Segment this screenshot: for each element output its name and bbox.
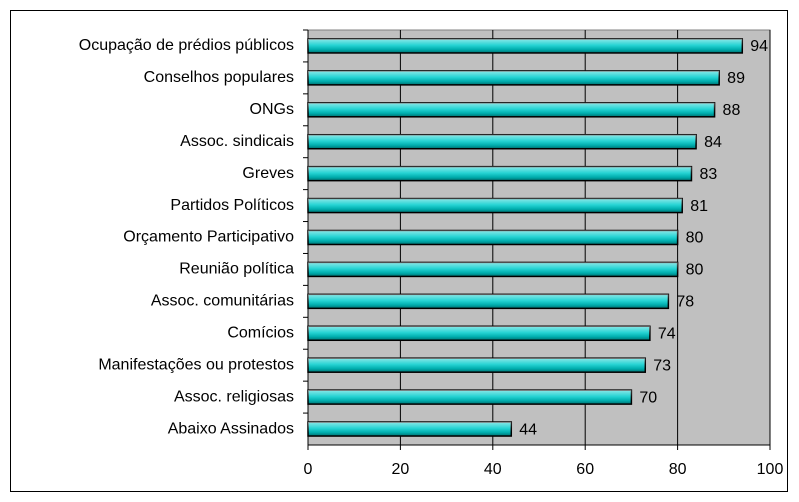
y-tick-label: Abaixo Assinados bbox=[168, 420, 294, 437]
y-tick-label: Assoc. sindicais bbox=[180, 133, 294, 150]
bar bbox=[307, 197, 683, 214]
data-label: 74 bbox=[658, 325, 676, 342]
bar bbox=[307, 70, 720, 86]
x-tick-label: 20 bbox=[392, 461, 410, 478]
bar bbox=[307, 325, 651, 342]
data-label: 78 bbox=[676, 294, 694, 311]
data-label: 94 bbox=[750, 38, 768, 55]
y-tick-label: Manifestações ou protestos bbox=[98, 356, 294, 373]
data-label: 44 bbox=[519, 421, 537, 438]
data-label: 89 bbox=[727, 70, 745, 87]
x-tick-label: 0 bbox=[304, 461, 313, 478]
y-tick-label: Comícios bbox=[227, 324, 294, 341]
x-tick-label: 40 bbox=[484, 461, 502, 478]
bar bbox=[307, 229, 679, 246]
data-label: 80 bbox=[686, 230, 704, 247]
y-tick-label: Ocupação de prédios públicos bbox=[79, 37, 294, 54]
data-label: 83 bbox=[699, 166, 717, 183]
y-tick-label: Assoc. religiosas bbox=[174, 388, 294, 405]
bar bbox=[307, 133, 697, 150]
bar bbox=[307, 421, 513, 437]
bar bbox=[307, 389, 633, 405]
bar bbox=[307, 102, 716, 118]
y-tick-label: Assoc. comunitárias bbox=[151, 293, 294, 310]
y-tick-label: Reunião política bbox=[179, 261, 294, 278]
y-tick-label: Conselhos populares bbox=[144, 69, 294, 86]
data-label: 73 bbox=[653, 357, 671, 374]
y-tick-label: Greves bbox=[242, 165, 294, 182]
data-label: 80 bbox=[686, 262, 704, 279]
bar bbox=[307, 261, 679, 278]
y-tick-label: ONGs bbox=[250, 101, 294, 118]
x-tick-label: 60 bbox=[576, 461, 594, 478]
data-label: 88 bbox=[723, 102, 741, 119]
data-label: 70 bbox=[639, 389, 657, 406]
bar bbox=[307, 38, 744, 54]
x-tick-label: 100 bbox=[757, 461, 784, 478]
bar bbox=[307, 165, 693, 182]
bar bbox=[307, 293, 670, 310]
y-tick-label: Partidos Políticos bbox=[170, 197, 294, 214]
data-label: 81 bbox=[690, 198, 708, 215]
y-tick-label: Orçamento Participativo bbox=[123, 229, 294, 246]
bar bbox=[307, 357, 647, 373]
x-tick-label: 80 bbox=[669, 461, 687, 478]
data-label: 84 bbox=[704, 134, 722, 151]
